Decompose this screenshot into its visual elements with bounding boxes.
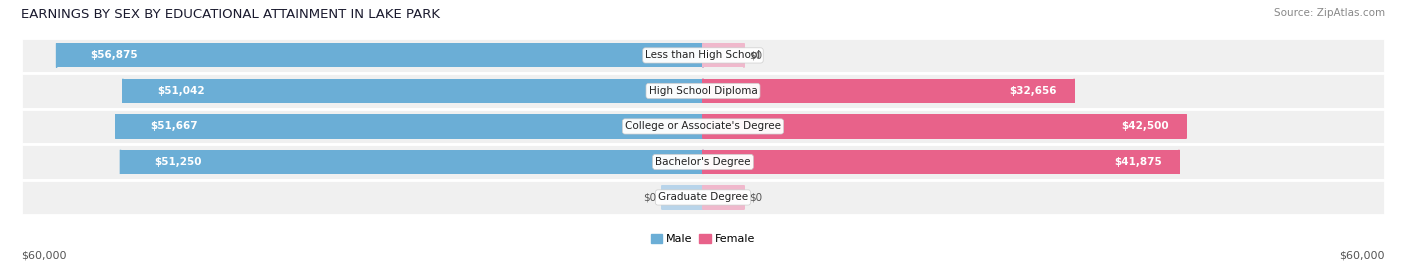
Text: $0: $0: [749, 50, 762, 61]
Text: $32,656: $32,656: [1010, 86, 1057, 96]
Bar: [21, 180, 1385, 215]
Bar: [115, 114, 703, 139]
Bar: [21, 73, 1385, 109]
Text: High School Diploma: High School Diploma: [648, 86, 758, 96]
Text: Less than High School: Less than High School: [645, 50, 761, 61]
Text: College or Associate's Degree: College or Associate's Degree: [626, 121, 780, 132]
Text: $41,875: $41,875: [1114, 157, 1161, 167]
Bar: [21, 38, 1385, 73]
Bar: [703, 185, 744, 210]
Legend: Male, Female: Male, Female: [647, 229, 759, 249]
Text: $60,000: $60,000: [1340, 251, 1385, 261]
Text: $51,667: $51,667: [150, 121, 197, 132]
Bar: [21, 144, 1385, 180]
Bar: [662, 185, 703, 210]
Text: $51,042: $51,042: [157, 86, 205, 96]
Text: $60,000: $60,000: [21, 251, 66, 261]
Bar: [121, 150, 703, 174]
Text: Graduate Degree: Graduate Degree: [658, 192, 748, 203]
Bar: [21, 109, 1385, 144]
Text: $51,250: $51,250: [155, 157, 202, 167]
Text: $56,875: $56,875: [91, 50, 138, 61]
Bar: [703, 79, 1074, 103]
Bar: [122, 79, 703, 103]
Bar: [703, 150, 1178, 174]
Text: Bachelor's Degree: Bachelor's Degree: [655, 157, 751, 167]
Bar: [703, 114, 1187, 139]
Text: EARNINGS BY SEX BY EDUCATIONAL ATTAINMENT IN LAKE PARK: EARNINGS BY SEX BY EDUCATIONAL ATTAINMEN…: [21, 8, 440, 21]
Bar: [703, 43, 744, 68]
Text: $0: $0: [644, 192, 657, 203]
Text: $0: $0: [749, 192, 762, 203]
Text: $42,500: $42,500: [1122, 121, 1168, 132]
Text: Source: ZipAtlas.com: Source: ZipAtlas.com: [1274, 8, 1385, 18]
Bar: [56, 43, 703, 68]
